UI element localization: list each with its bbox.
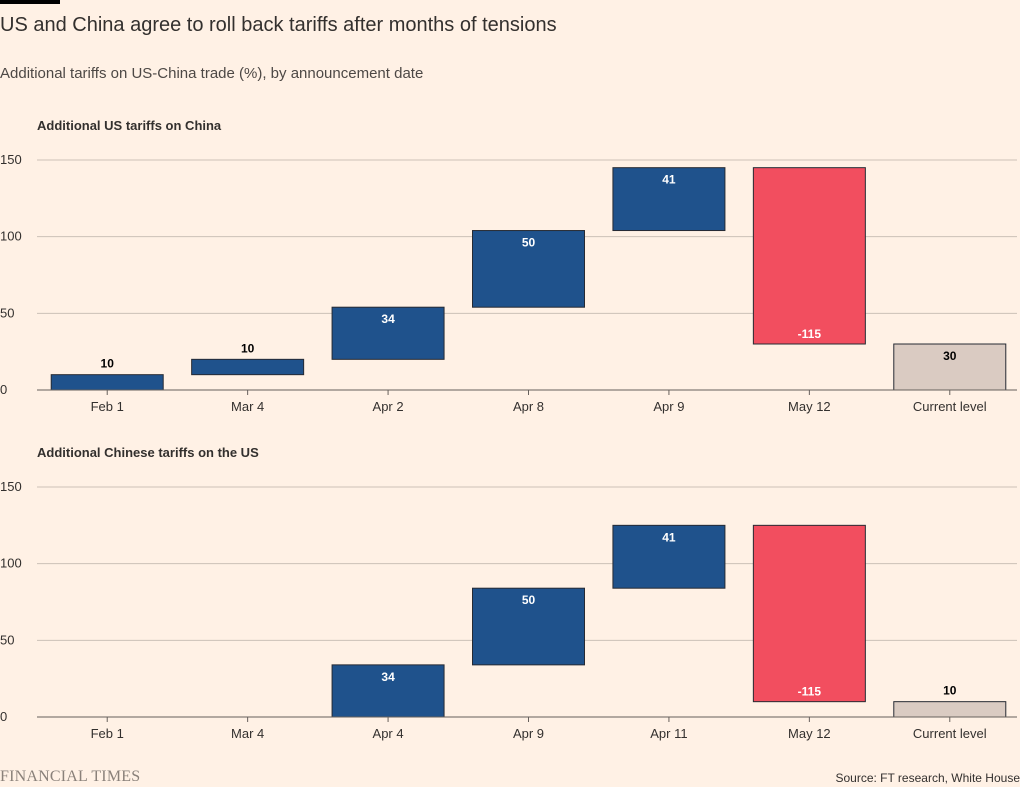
data-label: 50 xyxy=(522,593,536,607)
x-tick-label: May 12 xyxy=(788,399,831,414)
bar-increase xyxy=(331,306,445,360)
y-tick-label: 50 xyxy=(0,305,14,320)
x-tick-label: Feb 1 xyxy=(91,726,124,741)
bar-decrease xyxy=(752,524,866,703)
data-label: 10 xyxy=(943,684,957,698)
y-tick-label: 100 xyxy=(0,556,22,571)
bar-decrease xyxy=(752,167,866,345)
x-tick-label: May 12 xyxy=(788,726,831,741)
bar-increase xyxy=(612,524,726,589)
x-tick-label: Mar 4 xyxy=(231,399,264,414)
data-label: 41 xyxy=(662,173,676,187)
brand-bar xyxy=(0,0,60,4)
bar-increase xyxy=(50,374,164,391)
y-tick-label: 100 xyxy=(0,229,22,244)
panel-title: Additional Chinese tariffs on the US xyxy=(37,445,259,460)
x-tick-label: Feb 1 xyxy=(91,399,124,414)
x-tick-label: Apr 8 xyxy=(513,399,544,414)
bar-increase xyxy=(331,664,445,718)
china-tariffs-chart: Additional Chinese tariffs on the US 0 50 1… xyxy=(0,445,1017,741)
data-label: 10 xyxy=(241,341,255,355)
data-label: -115 xyxy=(798,327,822,341)
x-tick-label: Current level xyxy=(913,726,987,741)
x-tick-label: Apr 9 xyxy=(513,726,544,741)
data-label: -115 xyxy=(798,685,822,699)
x-tick-label: Apr 9 xyxy=(653,399,684,414)
x-tick-label: Current level xyxy=(913,399,987,414)
data-label: 50 xyxy=(522,236,536,250)
panel-title: Additional US tariffs on China xyxy=(37,118,222,133)
bar-increase xyxy=(191,358,305,376)
bar-increase xyxy=(472,230,585,308)
data-label: 34 xyxy=(381,312,395,326)
data-label: 10 xyxy=(101,357,115,371)
source-note: Source: FT research, White House xyxy=(835,771,1020,785)
data-label: 30 xyxy=(943,349,957,363)
x-tick-label: Mar 4 xyxy=(231,726,264,741)
bar-increase xyxy=(612,167,726,232)
data-label: 41 xyxy=(662,530,676,544)
y-tick-label: 0 xyxy=(0,382,7,397)
chart-subtitle: Additional tariffs on US-China trade (%)… xyxy=(0,65,424,82)
x-tick-label: Apr 2 xyxy=(373,399,404,414)
ft-logo: FINANCIAL TIMES xyxy=(0,768,141,785)
y-tick-label: 150 xyxy=(0,152,22,167)
chart-title: US and China agree to roll back tariffs … xyxy=(0,14,557,36)
data-label: 34 xyxy=(381,670,395,684)
bar-total xyxy=(893,701,1007,718)
bar-increase xyxy=(472,587,585,666)
y-tick-label: 0 xyxy=(0,709,7,724)
us-tariffs-chart: Additional US tariffs on China 0 50 100 150 1… xyxy=(0,118,1017,414)
y-tick-label: 150 xyxy=(0,479,22,494)
y-tick-label: 50 xyxy=(0,632,14,647)
x-tick-label: Apr 11 xyxy=(650,726,687,741)
x-tick-label: Apr 4 xyxy=(373,726,404,741)
